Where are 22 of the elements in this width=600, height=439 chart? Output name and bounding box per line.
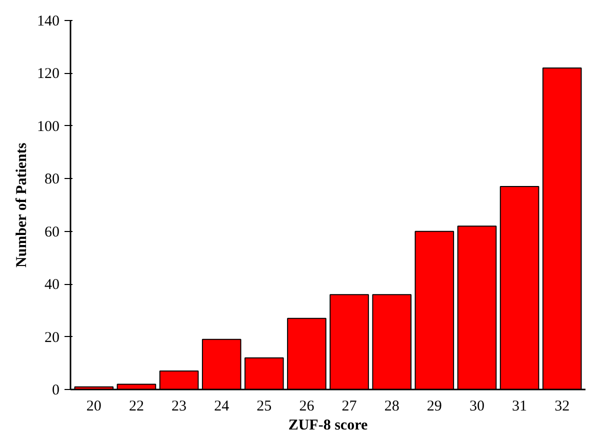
y-tick-label: 100 xyxy=(37,118,60,135)
x-tick-label: 26 xyxy=(299,398,315,414)
x-tick-label: 27 xyxy=(342,398,358,414)
y-axis-title: Number of Patients xyxy=(14,142,30,268)
x-tick-label: 30 xyxy=(469,398,484,414)
x-tick-label: 29 xyxy=(426,398,442,414)
x-tick-label: 23 xyxy=(172,398,187,414)
x-tick-label: 31 xyxy=(512,398,528,414)
x-tick-label: 22 xyxy=(128,398,144,414)
y-tick-label: 60 xyxy=(44,224,60,240)
y-tick-label: 0 xyxy=(52,382,60,398)
y-tick-label: 80 xyxy=(44,172,60,188)
y-tick-label: 20 xyxy=(44,330,60,346)
y-tick-label: 120 xyxy=(37,66,60,82)
y-tick-label: 40 xyxy=(44,277,60,294)
x-tick-label: 25 xyxy=(256,398,272,414)
x-axis-title: ZUF-8 score xyxy=(288,418,368,434)
x-tick-label: 28 xyxy=(384,398,400,414)
x-tick-label: 24 xyxy=(214,398,230,414)
x-tick-label: 20 xyxy=(86,398,102,414)
x-tick-label: 32 xyxy=(554,398,570,414)
y-tick-label: 140 xyxy=(37,14,60,30)
